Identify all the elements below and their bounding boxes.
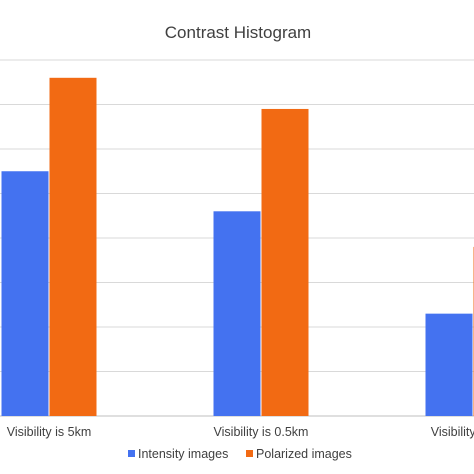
bar-intensity-1 [213,211,261,416]
chart-title: Contrast Histogram [165,23,311,42]
x-tick-label: Visibility is 5km [7,425,92,439]
x-tick-label: Visibility is 1km [431,425,474,439]
legend-label: Polarized images [256,447,352,461]
legend: Intensity images Polarized images [128,447,352,461]
bar-intensity-2 [425,313,473,416]
x-axis-ticks: Visibility is 5km Visibility is 0.5km Visi… [7,425,474,439]
x-tick-label: Visibility is 0.5km [214,425,309,439]
bar-polarized-0 [49,77,97,417]
legend-swatch [128,450,135,457]
legend-label: Intensity images [138,447,228,461]
bar-polarized-1 [261,108,309,416]
bars [1,77,474,417]
legend-swatch [246,450,253,457]
bar-intensity-0 [1,171,49,416]
